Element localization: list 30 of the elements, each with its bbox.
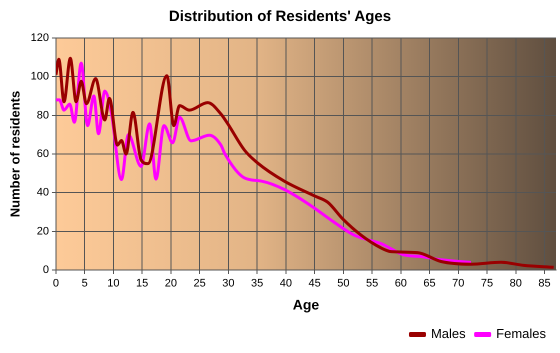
x-tick-label: 65 [423,278,436,290]
x-tick-label: 60 [394,278,407,290]
x-tick-label: 70 [452,278,464,290]
y-tick-label: 60 [36,148,49,160]
x-axis-title: Age [292,296,320,312]
y-tick-label: 100 [30,70,49,83]
x-tick-label: 20 [164,278,178,290]
x-tick-label: 85 [538,278,551,290]
y-tick-label: 40 [36,186,49,199]
legend-label: Females [496,326,546,342]
y-tick-label: 0 [42,264,49,276]
legend-label: Males [430,326,466,342]
chart-title: Distribution of Residents' Ages [168,8,392,26]
x-tick-label: 35 [250,278,264,290]
x-tick-label: 5 [82,278,88,290]
x-tick-label: 0 [52,278,60,290]
x-tick-label: 45 [308,278,321,290]
x-tick-label: 40 [280,278,292,290]
y-tick-label: 80 [36,109,49,122]
y-tick-label: 120 [30,32,49,44]
x-tick-label: 75 [480,278,494,290]
x-tick-label: 50 [337,278,350,290]
x-tick-label: 30 [222,278,235,290]
y-tick-label: 20 [36,225,49,238]
x-tick-label: 80 [510,278,522,290]
x-tick-label: 55 [366,278,378,290]
x-tick-label: 10 [107,278,120,290]
x-tick-label: 25 [194,278,206,290]
y-axis-title: Number of residents [7,90,22,218]
x-tick-label: 15 [136,278,148,290]
